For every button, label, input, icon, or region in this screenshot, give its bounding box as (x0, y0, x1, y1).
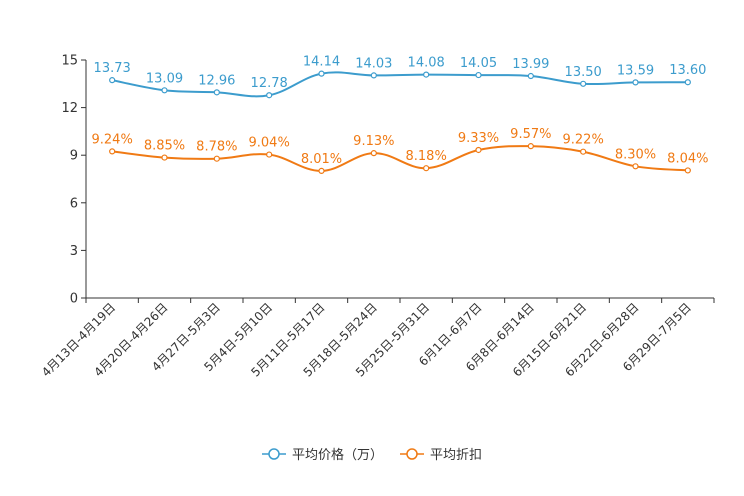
data-label: 14.03 (355, 56, 392, 71)
series-2: 9.24% 8.85% 8.78% 9.04% 8.01% 9.13% 8.18% 9.33%… (92, 127, 708, 175)
series-line (112, 145, 688, 172)
y-axis: 0 3 6 9 12 15 (61, 54, 87, 307)
legend-marker-icon (406, 448, 418, 460)
data-label: 13.73 (94, 61, 131, 76)
data-label: 13.60 (669, 63, 706, 78)
data-point[interactable] (266, 151, 273, 158)
data-label: 9.57% (510, 127, 551, 142)
data-point[interactable] (527, 143, 534, 150)
legend[interactable]: 平均价格（万） 平均折扣 (262, 447, 482, 463)
legend-marker-icon (268, 448, 280, 460)
legend-item-2[interactable]: 平均折扣 (400, 448, 482, 463)
data-point[interactable] (684, 79, 691, 86)
data-point[interactable] (318, 70, 325, 77)
x-axis: 4月13日-4月19日4月20日-4月26日4月27日-5月3日5月4日-5月1… (39, 297, 715, 380)
data-point[interactable] (266, 92, 273, 99)
data-point[interactable] (632, 163, 639, 170)
y-tick-label: 3 (70, 244, 78, 259)
data-point[interactable] (161, 87, 168, 94)
series-1: 13.73 13.09 12.96 12.78 14.14 14.03 14.08 14.05… (94, 55, 706, 99)
data-point[interactable] (684, 167, 691, 174)
data-label: 9.22% (563, 133, 604, 148)
data-point[interactable] (527, 72, 534, 80)
data-label: 9.33% (458, 131, 499, 146)
series-line (111, 71, 688, 98)
data-point[interactable] (580, 80, 587, 87)
data-point[interactable] (213, 155, 220, 162)
data-point[interactable] (423, 165, 430, 172)
data-label: 9.13% (353, 134, 394, 149)
y-tick-label: 6 (70, 196, 78, 211)
data-point[interactable] (109, 77, 116, 84)
data-point[interactable] (475, 146, 482, 154)
data-label: 9.04% (249, 136, 290, 151)
data-point[interactable] (318, 167, 325, 175)
y-tick-label: 0 (70, 292, 78, 307)
data-label: 14.08 (408, 56, 445, 71)
data-label: 12.96 (198, 73, 235, 88)
data-label: 12.78 (251, 76, 288, 91)
data-point[interactable] (161, 154, 168, 161)
data-label: 8.04% (667, 151, 708, 166)
data-label: 8.85% (144, 139, 185, 154)
data-point[interactable] (109, 148, 116, 155)
data-label: 13.09 (146, 71, 183, 86)
data-point[interactable] (475, 71, 482, 79)
data-label: 8.30% (615, 147, 656, 162)
y-tick-label: 12 (61, 101, 78, 116)
data-label: 8.01% (301, 152, 342, 167)
legend-label: 平均折扣 (430, 448, 482, 463)
y-tick-label: 9 (70, 149, 78, 164)
data-label: 8.78% (196, 140, 237, 155)
data-point[interactable] (213, 89, 220, 96)
data-label: 14.14 (303, 55, 340, 70)
data-point[interactable] (580, 148, 587, 155)
data-label: 13.99 (512, 57, 549, 72)
data-point[interactable] (370, 72, 377, 79)
data-point[interactable] (370, 150, 377, 157)
series-layer: 13.73 13.09 12.96 12.78 14.14 14.03 14.08 14.05… (92, 55, 708, 175)
data-label: 13.50 (565, 65, 602, 80)
data-point[interactable] (423, 71, 430, 78)
data-label: 9.24% (92, 132, 133, 147)
data-label: 8.18% (406, 149, 447, 164)
legend-label: 平均价格（万） (292, 447, 383, 463)
data-label: 13.59 (617, 63, 654, 78)
legend-item-1[interactable]: 平均价格（万） (262, 447, 383, 463)
y-tick-label: 15 (61, 54, 78, 69)
data-label: 14.05 (460, 56, 497, 71)
data-point[interactable] (632, 79, 639, 86)
